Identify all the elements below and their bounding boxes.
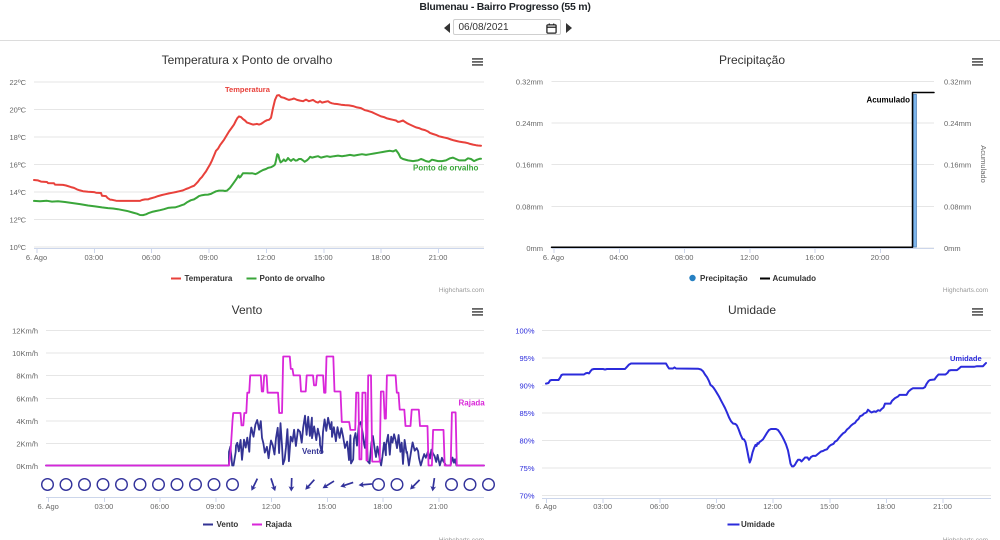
- svg-text:80%: 80%: [519, 437, 534, 446]
- svg-text:08:00: 08:00: [675, 253, 694, 262]
- svg-text:6. Ago: 6. Ago: [543, 253, 564, 262]
- svg-text:90%: 90%: [519, 382, 534, 391]
- svg-text:09:00: 09:00: [707, 502, 726, 511]
- svg-text:Precipitação: Precipitação: [719, 53, 785, 67]
- svg-text:15:00: 15:00: [820, 502, 839, 511]
- svg-text:12:00: 12:00: [740, 253, 759, 262]
- svg-text:18:00: 18:00: [371, 253, 390, 262]
- svg-text:21:00: 21:00: [933, 502, 952, 511]
- svg-text:15:00: 15:00: [318, 502, 337, 511]
- svg-text:0.16mm: 0.16mm: [516, 161, 543, 170]
- svg-text:18:00: 18:00: [373, 502, 392, 511]
- svg-text:0.32mm: 0.32mm: [944, 78, 971, 87]
- svg-text:8Km/h: 8Km/h: [16, 372, 38, 381]
- svg-text:03:00: 03:00: [95, 502, 114, 511]
- svg-text:85%: 85%: [519, 409, 534, 418]
- svg-text:6. Ago: 6. Ago: [535, 502, 556, 511]
- svg-text:4Km/h: 4Km/h: [16, 417, 38, 426]
- svg-text:6. Ago: 6. Ago: [26, 253, 47, 262]
- svg-text:Vento: Vento: [217, 520, 239, 529]
- svg-text:20:00: 20:00: [871, 253, 890, 262]
- svg-text:Rajada: Rajada: [266, 520, 293, 529]
- svg-text:18:00: 18:00: [877, 502, 896, 511]
- svg-text:0.24mm: 0.24mm: [516, 119, 543, 128]
- svg-text:0.08mm: 0.08mm: [516, 202, 543, 211]
- svg-text:0Km/h: 0Km/h: [16, 462, 38, 471]
- svg-text:Highcharts.com: Highcharts.com: [943, 287, 988, 294]
- svg-text:14ºC: 14ºC: [10, 188, 27, 197]
- svg-text:95%: 95%: [519, 354, 534, 363]
- svg-text:12ºC: 12ºC: [10, 216, 27, 225]
- svg-text:Highcharts.com: Highcharts.com: [439, 287, 484, 294]
- svg-text:21:00: 21:00: [429, 253, 448, 262]
- svg-text:06:00: 06:00: [142, 253, 161, 262]
- svg-text:Acumulado: Acumulado: [773, 274, 817, 283]
- svg-text:06:00: 06:00: [650, 502, 669, 511]
- svg-text:03:00: 03:00: [593, 502, 612, 511]
- svg-text:Ponto de orvalho: Ponto de orvalho: [413, 164, 478, 173]
- svg-text:Precipitação: Precipitação: [700, 274, 748, 283]
- svg-text:Highcharts.com: Highcharts.com: [943, 537, 988, 540]
- svg-text:18ºC: 18ºC: [10, 133, 27, 142]
- svg-text:20ºC: 20ºC: [10, 106, 27, 115]
- svg-text:21:00: 21:00: [429, 502, 448, 511]
- svg-text:Acumulado: Acumulado: [866, 96, 910, 105]
- svg-text:Umidade: Umidade: [950, 354, 982, 363]
- svg-text:Acumulado: Acumulado: [979, 145, 988, 183]
- svg-text:0.24mm: 0.24mm: [944, 119, 971, 128]
- svg-text:0mm: 0mm: [944, 244, 961, 253]
- svg-text:0mm: 0mm: [526, 244, 543, 253]
- svg-text:70%: 70%: [519, 492, 534, 501]
- svg-text:15:00: 15:00: [314, 253, 333, 262]
- svg-text:12:00: 12:00: [262, 502, 281, 511]
- svg-text:Umidade: Umidade: [728, 303, 776, 317]
- svg-text:12:00: 12:00: [257, 253, 276, 262]
- svg-text:09:00: 09:00: [206, 502, 225, 511]
- svg-text:100%: 100%: [515, 327, 535, 336]
- svg-text:22ºC: 22ºC: [10, 78, 27, 87]
- svg-text:12:00: 12:00: [763, 502, 782, 511]
- svg-text:2Km/h: 2Km/h: [16, 440, 38, 449]
- svg-text:06:00: 06:00: [150, 502, 169, 511]
- svg-text:0.32mm: 0.32mm: [516, 78, 543, 87]
- svg-text:Ponto de orvalho: Ponto de orvalho: [260, 274, 325, 283]
- svg-text:0.16mm: 0.16mm: [944, 161, 971, 170]
- svg-text:10Km/h: 10Km/h: [12, 349, 38, 358]
- svg-text:6. Ago: 6. Ago: [38, 502, 59, 511]
- svg-text:Temperatura x Ponto de orvalho: Temperatura x Ponto de orvalho: [162, 53, 333, 67]
- svg-text:16ºC: 16ºC: [10, 161, 27, 170]
- svg-text:10ºC: 10ºC: [10, 243, 27, 252]
- svg-text:04:00: 04:00: [609, 253, 628, 262]
- svg-text:Temperatura: Temperatura: [185, 274, 233, 283]
- svg-text:03:00: 03:00: [84, 253, 103, 262]
- svg-text:09:00: 09:00: [199, 253, 218, 262]
- svg-text:Vento: Vento: [232, 303, 263, 317]
- svg-text:Umidade: Umidade: [741, 520, 775, 529]
- svg-text:Temperatura: Temperatura: [225, 85, 271, 94]
- svg-text:12Km/h: 12Km/h: [12, 327, 38, 336]
- svg-text:0.08mm: 0.08mm: [944, 202, 971, 211]
- svg-text:Highcharts.com: Highcharts.com: [439, 537, 484, 540]
- svg-text:Vento: Vento: [302, 447, 324, 456]
- svg-text:75%: 75%: [519, 464, 534, 473]
- svg-text:Rajada: Rajada: [459, 399, 486, 408]
- svg-text:16:00: 16:00: [805, 253, 824, 262]
- svg-text:6Km/h: 6Km/h: [16, 394, 38, 403]
